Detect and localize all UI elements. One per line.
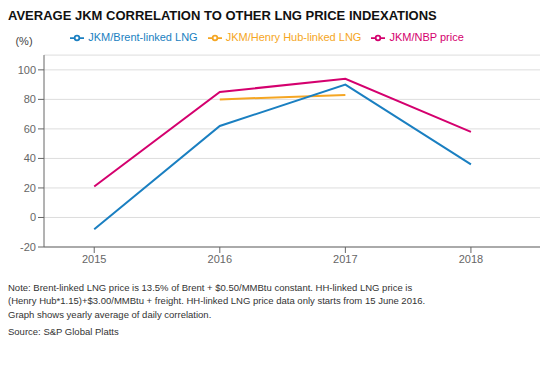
html-text:JKM/Henry Hub-linked LNG: JKM/Henry Hub-linked LNG	[225, 31, 362, 43]
html-text:Note: Brent-linked LNG price i: Note: Brent-linked LNG price is 13.5% of…	[8, 282, 426, 320]
svg-text:0: 0	[30, 211, 36, 223]
svg-text:80: 80	[24, 93, 36, 105]
svg-text:2018: 2018	[459, 253, 483, 265]
svg-text:40: 40	[24, 152, 36, 164]
html-text:AVERAGE JKM CORRELATION TO OTH: AVERAGE JKM CORRELATION TO OTHER LNG PRI…	[8, 8, 437, 23]
html-text:Source: S&P Global Platts: Source: S&P Global Platts	[8, 325, 119, 337]
svg-text:-20: -20	[20, 241, 36, 253]
svg-text:20: 20	[24, 182, 36, 194]
svg-text:(%): (%)	[15, 35, 32, 47]
html-text:JKM/Brent-linked LNG: JKM/Brent-linked LNG	[88, 31, 198, 43]
svg-text:2015: 2015	[82, 253, 106, 265]
svg-text:60: 60	[24, 123, 36, 135]
svg-text:2016: 2016	[208, 253, 232, 265]
svg-text:2017: 2017	[333, 253, 357, 265]
svg-text:100: 100	[18, 64, 36, 76]
html-text:JKM/NBP price: JKM/NBP price	[389, 31, 464, 43]
